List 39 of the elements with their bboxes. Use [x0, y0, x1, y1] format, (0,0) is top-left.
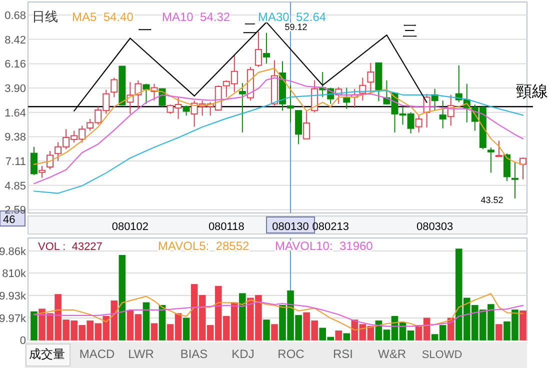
x-tick-label: 080303 — [416, 221, 454, 233]
x-tick-label: 080213 — [312, 221, 349, 233]
annotation: 一 — [138, 22, 152, 38]
text: 成交量 — [29, 347, 65, 361]
annotation: 二 — [243, 20, 257, 36]
text: MA10 54.32 — [162, 10, 230, 24]
ref-line-label: 頸線 — [516, 84, 548, 101]
text: KDJ — [232, 347, 254, 361]
text: 1.64 — [4, 107, 26, 120]
text: 日线 — [32, 9, 58, 24]
text: ROC — [278, 347, 305, 361]
text: 810k — [2, 268, 26, 280]
text: MA30 52.64 — [258, 10, 326, 24]
text: 8.42 — [4, 34, 26, 46]
text: SLOWD — [422, 349, 462, 361]
annotation: 三 — [402, 23, 418, 40]
text: 9.93k — [0, 290, 26, 302]
text: 0 — [20, 335, 26, 347]
text: 4.85 — [4, 180, 26, 192]
text: 6.16 — [4, 58, 26, 71]
text: W&R — [378, 347, 406, 361]
text: 0.68 — [4, 10, 26, 22]
text: 9.86k — [0, 246, 26, 258]
text: 7.11 — [5, 156, 26, 168]
text: LWR — [128, 347, 154, 361]
text: 9.97k — [0, 313, 26, 325]
text: MA5 54.40 — [72, 10, 134, 24]
x-tick-label: 080118 — [208, 221, 244, 233]
x-tick-label: 080102 — [112, 221, 149, 233]
text: 9.38 — [4, 132, 26, 144]
annotation: 43.52 — [480, 195, 504, 205]
text: MACD — [79, 347, 115, 361]
text: RSI — [332, 347, 354, 361]
text: BIAS — [180, 347, 208, 361]
text: 3.90 — [4, 83, 26, 95]
annotation: VOL : 43227 — [38, 241, 102, 253]
text: 46 — [3, 214, 16, 226]
x-tick-label: 080130 — [272, 221, 309, 233]
text: MAVOL5: 28552 — [158, 239, 250, 253]
